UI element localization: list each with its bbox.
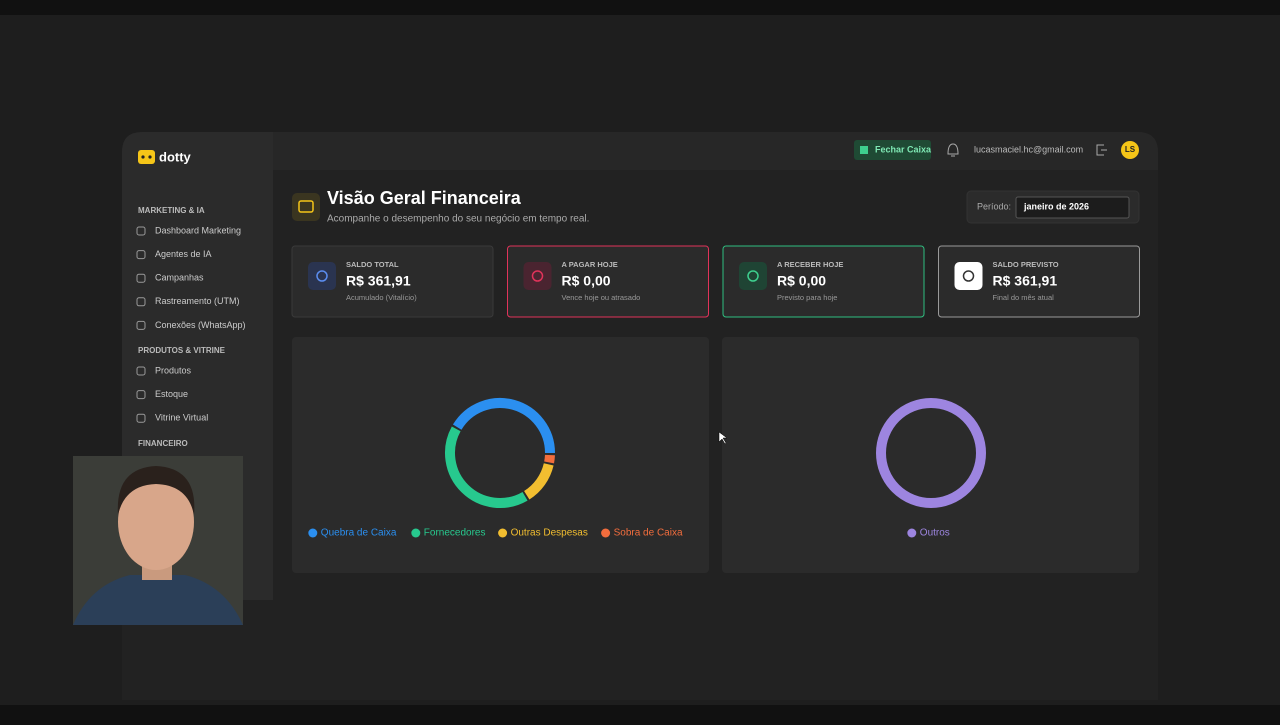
card-value: R$ 0,00 <box>777 273 826 289</box>
legend-swatch <box>498 528 508 538</box>
card-value: R$ 0,00 <box>562 273 611 289</box>
button-icon <box>860 146 868 154</box>
card-label: SALDO TOTAL <box>346 260 399 269</box>
webcam-face <box>118 474 194 570</box>
card-label: A RECEBER HOJE <box>777 260 843 269</box>
page-title: Visão Geral Financeira <box>327 188 522 208</box>
logo-icon <box>138 150 155 164</box>
period-label: Período: <box>977 201 1011 211</box>
nav-icon <box>136 390 146 400</box>
page-subtitle: Acompanhe o desempenho do seu negócio em… <box>327 214 589 225</box>
close-cash-button[interactable] <box>854 140 931 160</box>
donut-segment <box>445 426 528 508</box>
nav-item[interactable]: Campanhas <box>155 273 204 283</box>
card-icon-glyph <box>962 270 975 282</box>
stat-card <box>722 245 925 318</box>
legend-label: Outras Despesas <box>511 528 588 539</box>
user-email: lucasmaciel.hc@gmail.com <box>974 144 1083 154</box>
nav-icon <box>136 273 146 283</box>
webcam-shoulders <box>73 575 243 625</box>
sidebar-section: PRODUTOS & VITRINE <box>138 346 226 355</box>
legend-swatch <box>308 528 318 538</box>
card-note: Vence hoje ou atrasado <box>562 293 641 302</box>
period-select[interactable] <box>1015 196 1130 219</box>
header <box>273 132 1158 170</box>
legend-swatch <box>411 528 421 538</box>
legend-swatch <box>601 528 611 538</box>
nav-icon <box>136 250 146 260</box>
legend-swatch <box>907 528 917 538</box>
nav-icon <box>136 320 146 330</box>
sidebar-section: MARKETING & IA <box>138 206 205 215</box>
mouse-cursor <box>718 431 728 445</box>
sidebar-section: FINANCEIRO <box>138 439 188 448</box>
legend-label: Quebra de Caixa <box>321 528 397 539</box>
nav-icon <box>136 297 146 307</box>
legend-label: Sobra de Caixa <box>614 528 683 539</box>
card-value: R$ 361,91 <box>346 273 411 289</box>
chart-panel <box>292 337 709 573</box>
avatar[interactable] <box>1121 141 1139 159</box>
nav-icon <box>136 413 146 423</box>
stat-card <box>291 245 494 318</box>
card-icon <box>954 262 983 290</box>
card-value: R$ 361,91 <box>993 273 1058 289</box>
logout-icon[interactable] <box>1096 144 1107 156</box>
logo-eye <box>141 155 145 159</box>
card-icon <box>739 262 767 290</box>
logo-text: dotty <box>159 149 192 164</box>
bell-icon[interactable] <box>947 143 959 157</box>
nav-item[interactable]: Vitrine Virtual <box>155 413 208 423</box>
donut-segment <box>523 463 554 500</box>
nav-item[interactable]: Dashboard Marketing <box>155 225 241 235</box>
stat-card <box>938 245 1140 318</box>
card-icon-glyph <box>531 270 544 282</box>
logo-eye <box>148 155 152 159</box>
card-note: Previsto para hoje <box>777 293 837 302</box>
page-icon-glyph <box>298 200 314 213</box>
nav-icon <box>136 226 146 236</box>
card-note: Final do mês atual <box>993 293 1055 302</box>
avatar-text: LS <box>1125 145 1136 154</box>
nav-item[interactable]: Conexões (WhatsApp) <box>155 320 246 330</box>
nav-item[interactable]: Agentes de IA <box>155 249 212 259</box>
nav-icon <box>136 366 146 376</box>
nav-item[interactable]: Produtos <box>155 365 192 375</box>
card-note: Acumulado (Vitalício) <box>346 293 417 302</box>
donut-segment <box>452 398 555 454</box>
donut-segment <box>544 454 555 464</box>
legend-label: Outros <box>920 528 950 539</box>
card-icon-glyph <box>316 270 328 282</box>
legend-label: Fornecedores <box>424 528 486 539</box>
chart-panel <box>722 337 1139 573</box>
stat-card <box>507 245 709 318</box>
period-value: janeiro de 2026 <box>1023 201 1089 211</box>
webcam-hair <box>117 466 195 515</box>
card-icon <box>523 262 552 290</box>
donut-segment <box>876 398 986 508</box>
card-label: A PAGAR HOJE <box>562 260 618 269</box>
button-text: Fechar Caixa <box>875 144 932 154</box>
nav-item[interactable]: Rastreamento (UTM) <box>155 296 240 306</box>
nav-item[interactable]: Estoque <box>155 389 188 399</box>
card-icon-glyph <box>747 270 759 282</box>
page-icon <box>292 193 320 221</box>
card-label: SALDO PREVISTO <box>993 260 1059 269</box>
card-icon <box>308 262 336 290</box>
